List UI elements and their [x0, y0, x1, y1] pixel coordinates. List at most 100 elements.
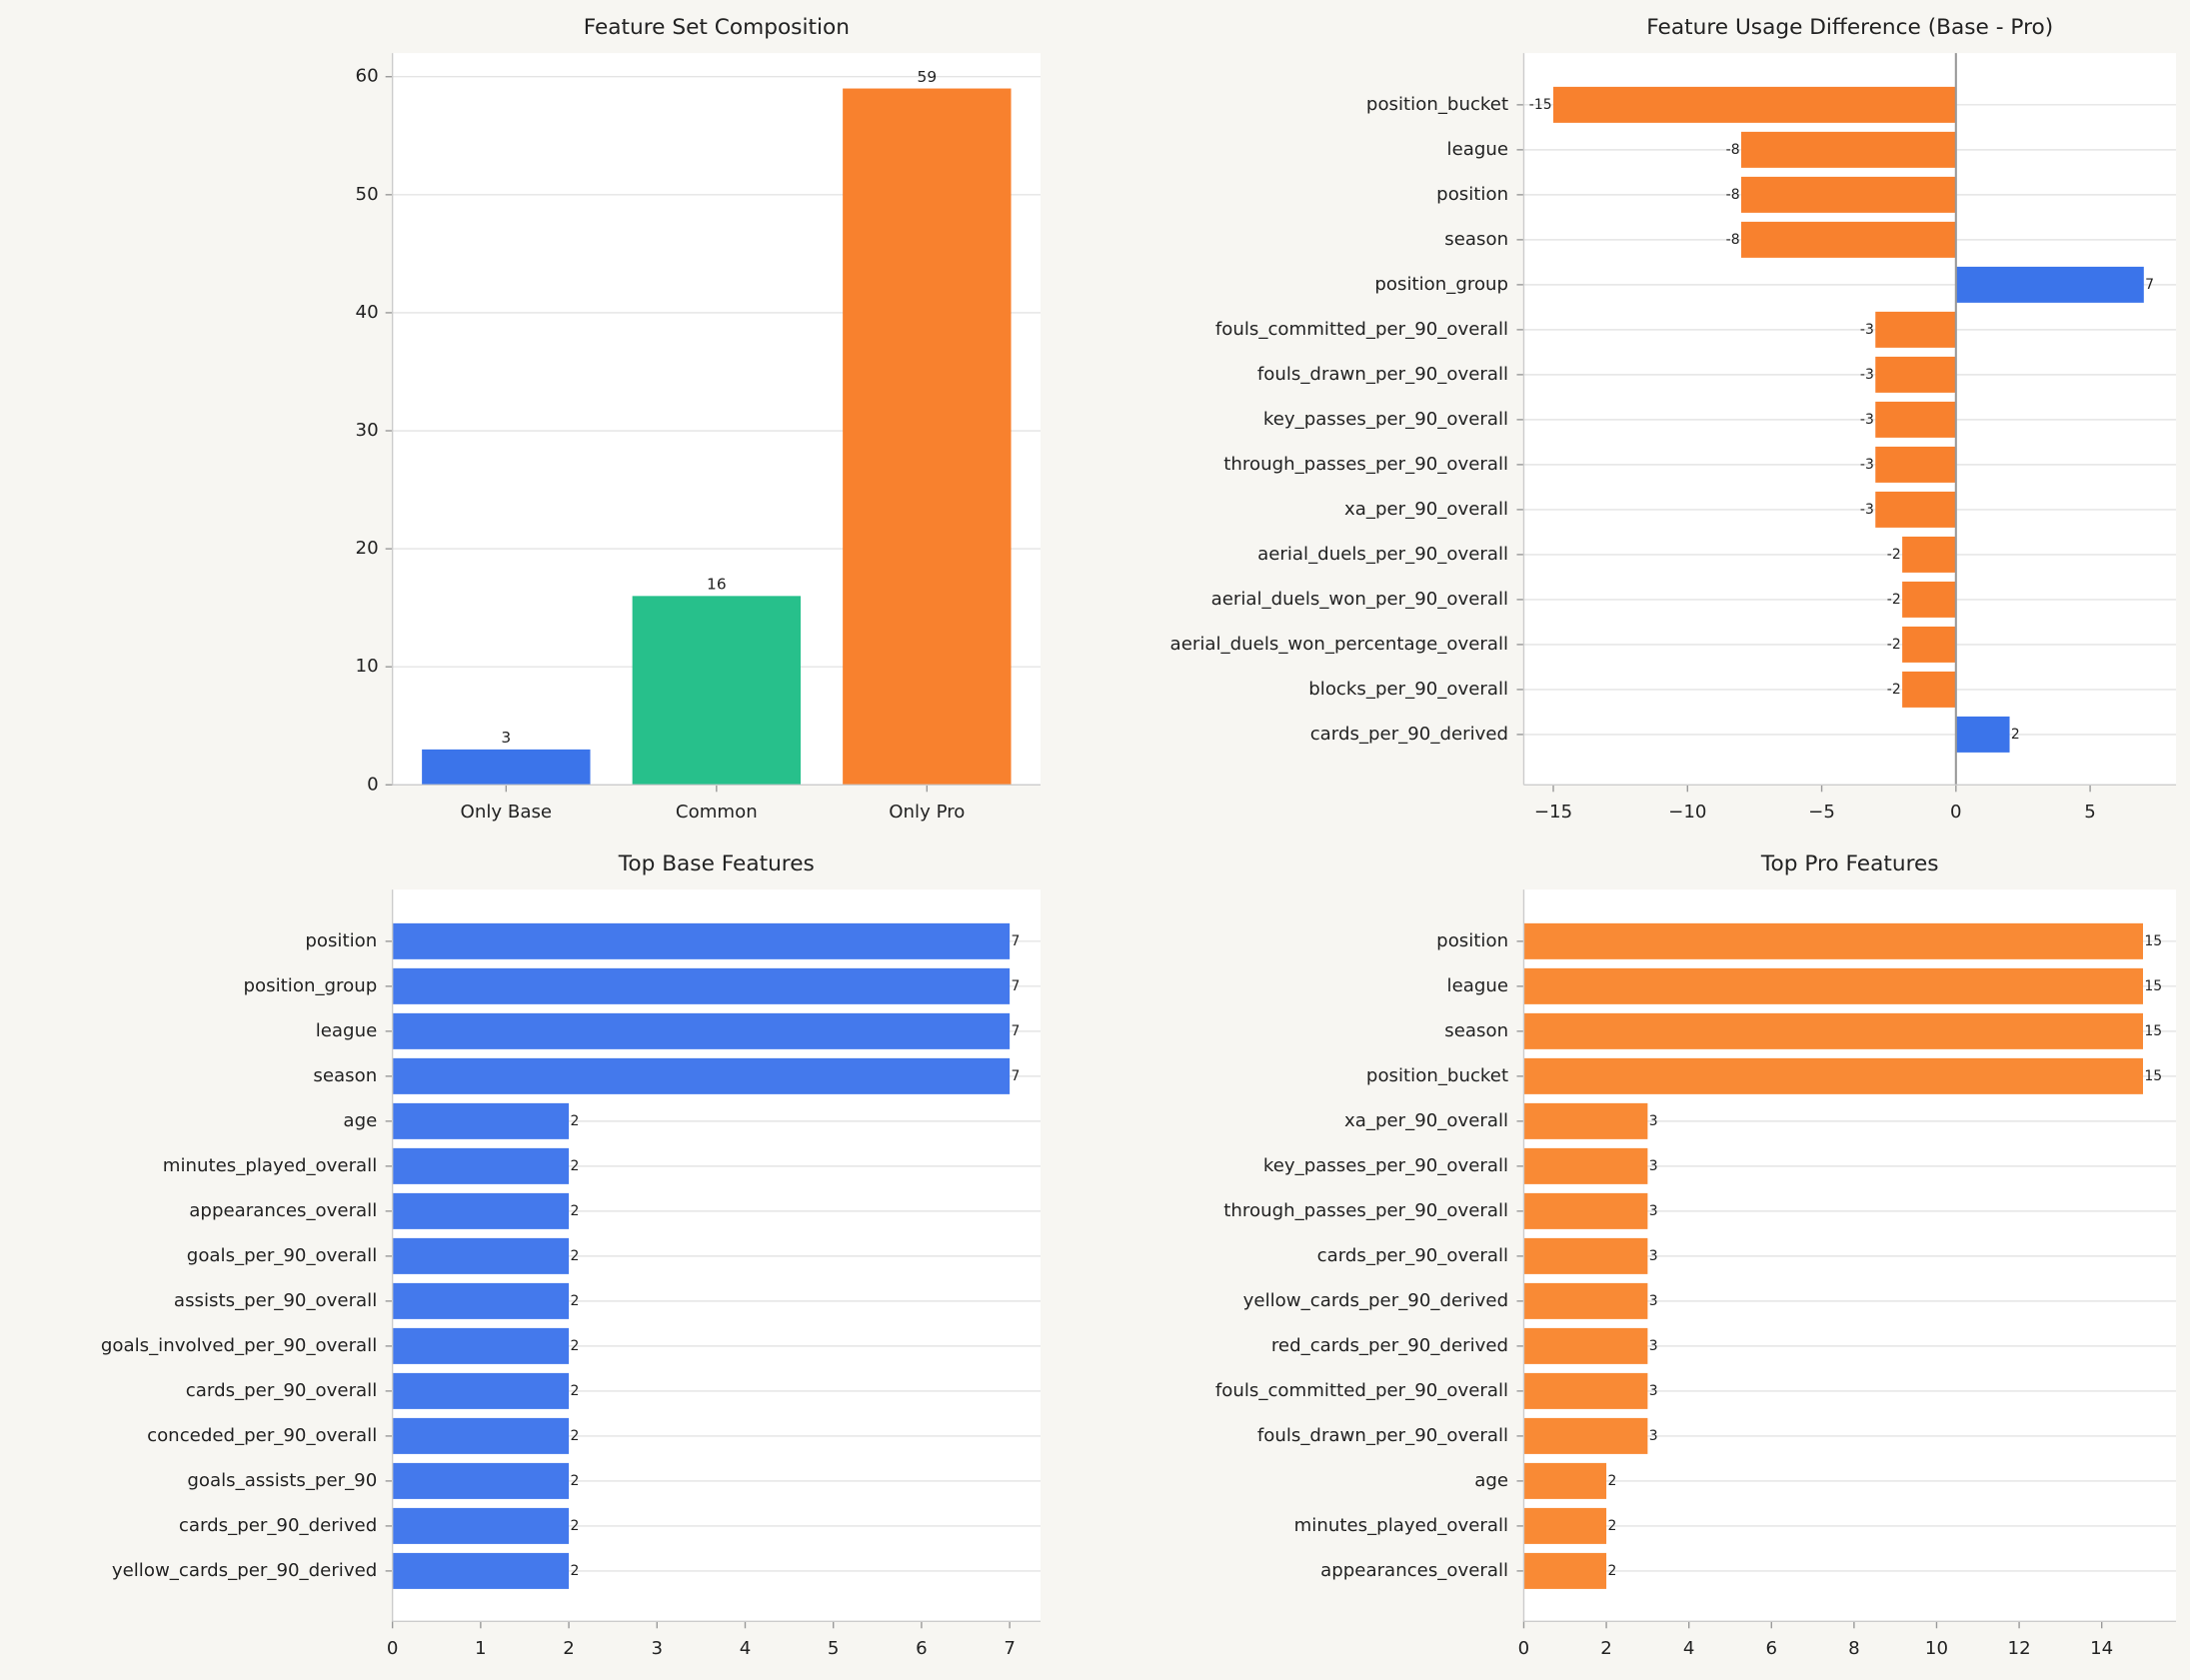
- value-label: -3: [1860, 367, 1874, 383]
- bar: [392, 922, 1011, 959]
- x-tick-label: 14: [2090, 1638, 2113, 1659]
- bar: [1875, 311, 1956, 348]
- bar: [1523, 1057, 2143, 1094]
- x-tick-label: 7: [1004, 1638, 1016, 1659]
- y-tick-label: league: [1447, 139, 1509, 160]
- y-tick-label: fouls_committed_per_90_overall: [1215, 1380, 1508, 1401]
- value-label: -2: [1887, 682, 1901, 698]
- bar: [1740, 176, 1956, 213]
- value-label: 16: [707, 576, 727, 594]
- x-tick-label: 10: [1925, 1638, 1948, 1659]
- x-tick-label: 0: [1950, 802, 1962, 823]
- value-label: -2: [1887, 592, 1901, 608]
- value-label: 2: [2011, 727, 2020, 743]
- y-tick-label: season: [1444, 229, 1508, 250]
- bar: [392, 1012, 1011, 1049]
- y-tick-label: aerial_duels_won_per_90_overall: [1211, 589, 1509, 610]
- x-tick-label: 4: [1683, 1638, 1695, 1659]
- value-label: 2: [570, 1383, 579, 1399]
- value-label: 3: [1649, 1383, 1658, 1399]
- bar: [1523, 1372, 1648, 1409]
- bar: [392, 967, 1011, 1004]
- x-tick-label: Common: [676, 802, 758, 823]
- y-tick-label: cards_per_90_derived: [179, 1515, 377, 1536]
- value-label: 7: [1012, 1023, 1021, 1039]
- bar: [392, 1282, 570, 1319]
- y-tick-label: red_cards_per_90_derived: [1271, 1335, 1508, 1356]
- y-tick-label: age: [1474, 1470, 1508, 1491]
- value-label: 2: [570, 1563, 579, 1579]
- bar: [392, 1147, 570, 1184]
- value-label: -8: [1726, 142, 1740, 158]
- value-label: -3: [1860, 502, 1874, 518]
- value-label: 2: [570, 1338, 579, 1354]
- bar: [1523, 1237, 1648, 1274]
- bar: [1875, 491, 1956, 528]
- y-tick-label: through_passes_per_90_overall: [1223, 454, 1508, 475]
- bar: [1523, 1147, 1648, 1184]
- bar: [1902, 536, 1956, 573]
- bar: [1875, 401, 1956, 438]
- bar: [392, 1057, 1011, 1094]
- value-label: -15: [1529, 97, 1552, 113]
- value-label: -3: [1860, 322, 1874, 338]
- bar: [1955, 716, 2010, 753]
- bar: [1902, 581, 1956, 618]
- bar: [392, 1102, 570, 1139]
- value-label: -2: [1887, 547, 1901, 563]
- bar: [1523, 967, 2143, 1004]
- value-label: 3: [1649, 1428, 1658, 1444]
- value-label: -2: [1887, 637, 1901, 653]
- x-tick-label: Only Base: [461, 802, 553, 823]
- bar: [1902, 626, 1956, 663]
- y-tick-label: conceded_per_90_overall: [147, 1425, 377, 1446]
- value-label: 2: [570, 1203, 579, 1219]
- x-tick-label: −10: [1668, 802, 1706, 823]
- value-label: 3: [1649, 1113, 1658, 1129]
- y-tick-label: season: [1444, 1020, 1508, 1041]
- y-tick-label: minutes_played_overall: [1294, 1515, 1509, 1536]
- bar: [1523, 1552, 1607, 1589]
- x-tick-label: 5: [828, 1638, 840, 1659]
- y-tick-label: through_passes_per_90_overall: [1223, 1200, 1508, 1221]
- bar: [392, 1552, 570, 1589]
- value-label: 7: [1012, 978, 1021, 994]
- x-tick-label: 6: [916, 1638, 928, 1659]
- bar: [1523, 922, 2143, 959]
- bar: [632, 596, 802, 786]
- bar: [392, 1372, 570, 1409]
- value-label: 3: [1649, 1338, 1658, 1354]
- chart-title: Top Base Features: [618, 851, 815, 876]
- x-tick-label: 3: [652, 1638, 664, 1659]
- y-tick-label: yellow_cards_per_90_derived: [112, 1560, 377, 1581]
- bar: [392, 1237, 570, 1274]
- value-label: -3: [1860, 457, 1874, 473]
- y-tick-label: position_bucket: [1366, 1065, 1508, 1086]
- value-label: 2: [570, 1518, 579, 1534]
- x-tick-label: Only Pro: [889, 802, 965, 823]
- y-tick-label: cards_per_90_derived: [1310, 724, 1508, 745]
- bar: [1523, 1282, 1648, 1319]
- value-label: 7: [2145, 277, 2154, 293]
- y-tick-label: appearances_overall: [1320, 1560, 1508, 1581]
- value-label: 3: [1649, 1293, 1658, 1309]
- bar: [1902, 671, 1956, 708]
- value-label: 2: [1607, 1563, 1616, 1579]
- y-tick-label: league: [316, 1020, 378, 1041]
- y-tick-label: goals_assists_per_90: [187, 1470, 377, 1491]
- bar: [392, 1507, 570, 1544]
- y-tick-label: position: [305, 930, 377, 951]
- y-tick-label: 0: [367, 774, 379, 795]
- bar: [1955, 266, 2144, 303]
- value-label: 2: [570, 1473, 579, 1489]
- y-tick-label: appearances_overall: [189, 1200, 377, 1221]
- x-tick-label: 0: [387, 1638, 399, 1659]
- y-tick-label: cards_per_90_overall: [1317, 1245, 1508, 1266]
- x-tick-label: 6: [1765, 1638, 1777, 1659]
- value-label: 3: [1649, 1203, 1658, 1219]
- y-tick-label: position: [1436, 184, 1508, 205]
- value-label: -8: [1726, 187, 1740, 203]
- bar: [1523, 1462, 1607, 1499]
- y-tick-label: 30: [356, 420, 379, 441]
